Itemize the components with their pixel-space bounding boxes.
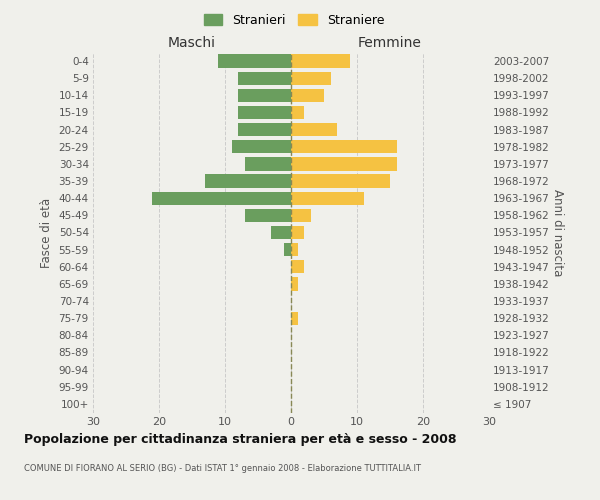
Text: COMUNE DI FIORANO AL SERIO (BG) - Dati ISTAT 1° gennaio 2008 - Elaborazione TUTT: COMUNE DI FIORANO AL SERIO (BG) - Dati I…	[24, 464, 421, 473]
Bar	[218, 54, 291, 68]
Bar	[245, 157, 291, 170]
Bar	[232, 140, 291, 153]
Bar	[291, 260, 304, 274]
Bar	[205, 174, 291, 188]
Bar	[152, 192, 291, 205]
Bar	[291, 106, 304, 119]
Bar	[291, 226, 304, 239]
Bar	[238, 72, 291, 85]
Text: Femmine: Femmine	[358, 36, 422, 50]
Y-axis label: Fasce di età: Fasce di età	[40, 198, 53, 268]
Y-axis label: Anni di nascita: Anni di nascita	[551, 189, 564, 276]
Bar	[291, 277, 298, 290]
Bar	[284, 243, 291, 256]
Bar	[291, 88, 324, 102]
Bar	[291, 243, 298, 256]
Bar	[238, 88, 291, 102]
Bar	[238, 123, 291, 136]
Bar	[245, 208, 291, 222]
Bar	[291, 123, 337, 136]
Text: Maschi: Maschi	[168, 36, 216, 50]
Bar	[291, 72, 331, 85]
Bar	[271, 226, 291, 239]
Bar	[291, 140, 397, 153]
Legend: Stranieri, Straniere: Stranieri, Straniere	[199, 8, 389, 32]
Bar	[291, 192, 364, 205]
Bar	[238, 106, 291, 119]
Bar	[291, 312, 298, 325]
Bar	[291, 208, 311, 222]
Text: Popolazione per cittadinanza straniera per età e sesso - 2008: Popolazione per cittadinanza straniera p…	[24, 432, 457, 446]
Bar	[291, 157, 397, 170]
Bar	[291, 54, 350, 68]
Bar	[291, 174, 390, 188]
